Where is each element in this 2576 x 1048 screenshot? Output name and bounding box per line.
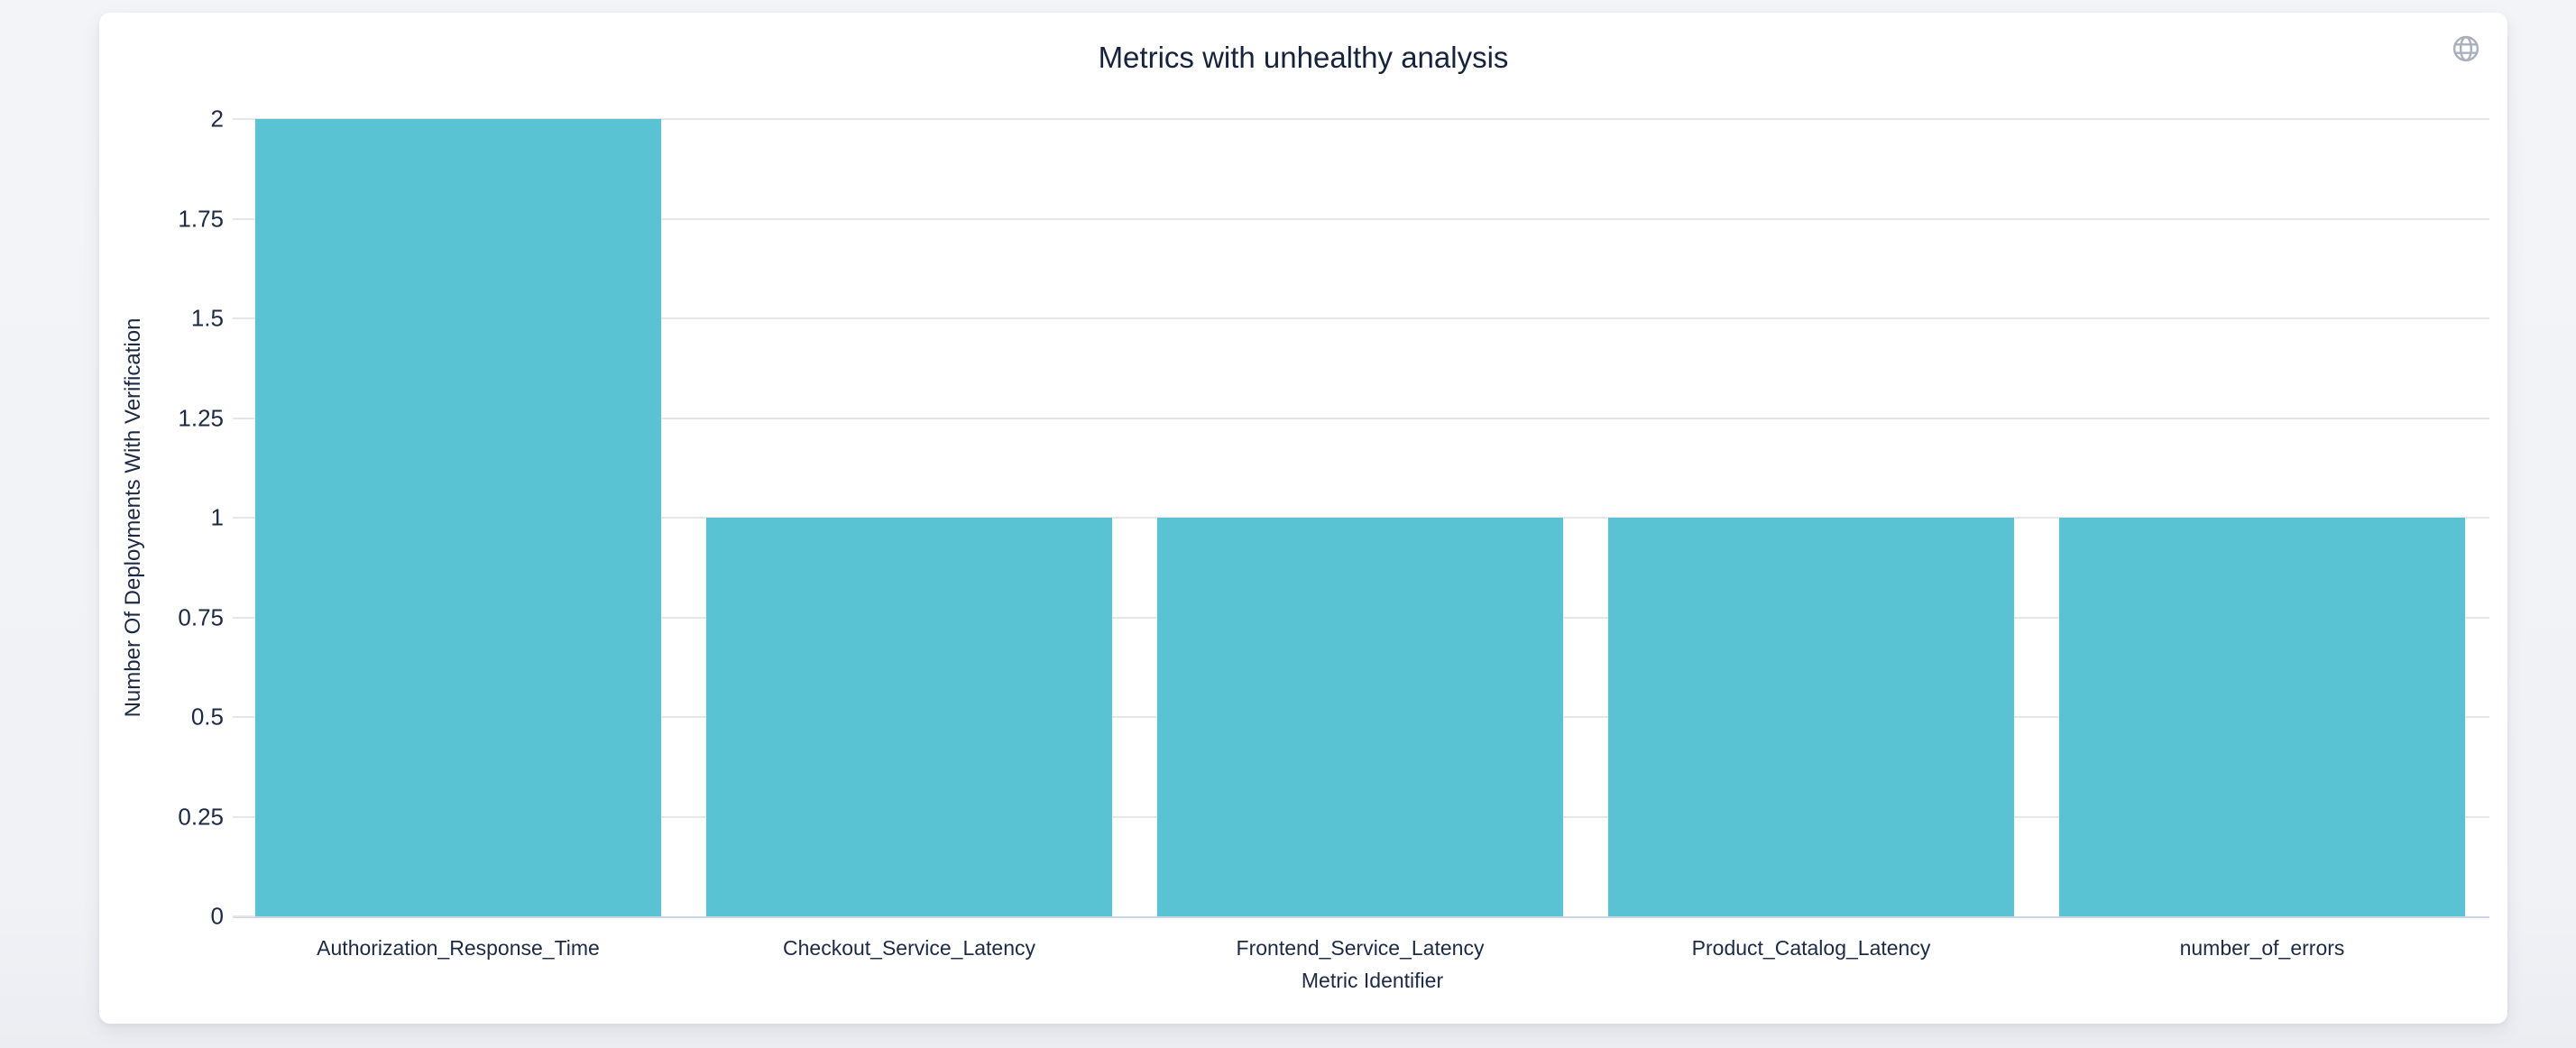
y-axis-tick <box>233 417 255 419</box>
y-axis-tick <box>233 616 255 619</box>
globe-icon <box>2451 33 2481 64</box>
gridline <box>255 118 2489 120</box>
y-axis-tick <box>233 517 255 519</box>
y-axis-tick <box>233 815 255 818</box>
y-axis-title: Number Of Deployments With Verification <box>121 317 145 718</box>
x-axis-category-label: Product_Catalog_Latency <box>1691 936 1931 960</box>
y-axis-tick <box>233 217 255 220</box>
x-axis-category-label: Frontend_Service_Latency <box>1236 936 1485 960</box>
x-axis-line <box>233 916 2489 918</box>
y-axis-tick <box>233 317 255 319</box>
y-axis-tick-label: 0.75 <box>178 603 224 630</box>
y-axis-tick-label: 0.5 <box>190 703 224 731</box>
bar-checkout_service_latency[interactable] <box>706 518 1112 916</box>
bar-authorization_response_time[interactable] <box>255 119 661 916</box>
bar-frontend_service_latency[interactable] <box>1157 518 1563 916</box>
y-axis-tick <box>233 118 255 120</box>
gridline <box>255 317 2489 319</box>
chart-title: Metrics with unhealthy analysis <box>1098 41 1509 74</box>
plot-area: Number Of Deployments With Verification … <box>121 106 2489 992</box>
y-axis-tick <box>233 716 255 718</box>
y-axis-tick-label: 1.75 <box>178 205 224 232</box>
gridline <box>255 417 2489 419</box>
chart-card: Metrics with unhealthy analysis Number O… <box>99 13 2507 1024</box>
x-axis-category-label: number_of_errors <box>2179 936 2345 960</box>
y-axis-tick-label: 1.25 <box>178 404 224 431</box>
bar-product_catalog_latency[interactable] <box>1608 518 2014 916</box>
y-axis-tick-label: 0.25 <box>178 803 224 830</box>
y-axis-tick-label: 2 <box>210 105 224 133</box>
y-axis-tick-label: 1 <box>210 503 224 531</box>
globe-button[interactable] <box>2450 32 2482 65</box>
bar-number_of_errors[interactable] <box>2059 518 2465 916</box>
y-axis-tick <box>233 915 255 917</box>
x-axis-title: Metric Identifier <box>1301 969 1444 992</box>
y-axis-tick-label: 1.5 <box>190 304 224 332</box>
x-axis-category-label: Checkout_Service_Latency <box>783 936 1035 960</box>
y-axis-tick-label: 0 <box>210 902 224 930</box>
gridline <box>255 217 2489 220</box>
x-axis-category-label: Authorization_Response_Time <box>317 936 600 960</box>
